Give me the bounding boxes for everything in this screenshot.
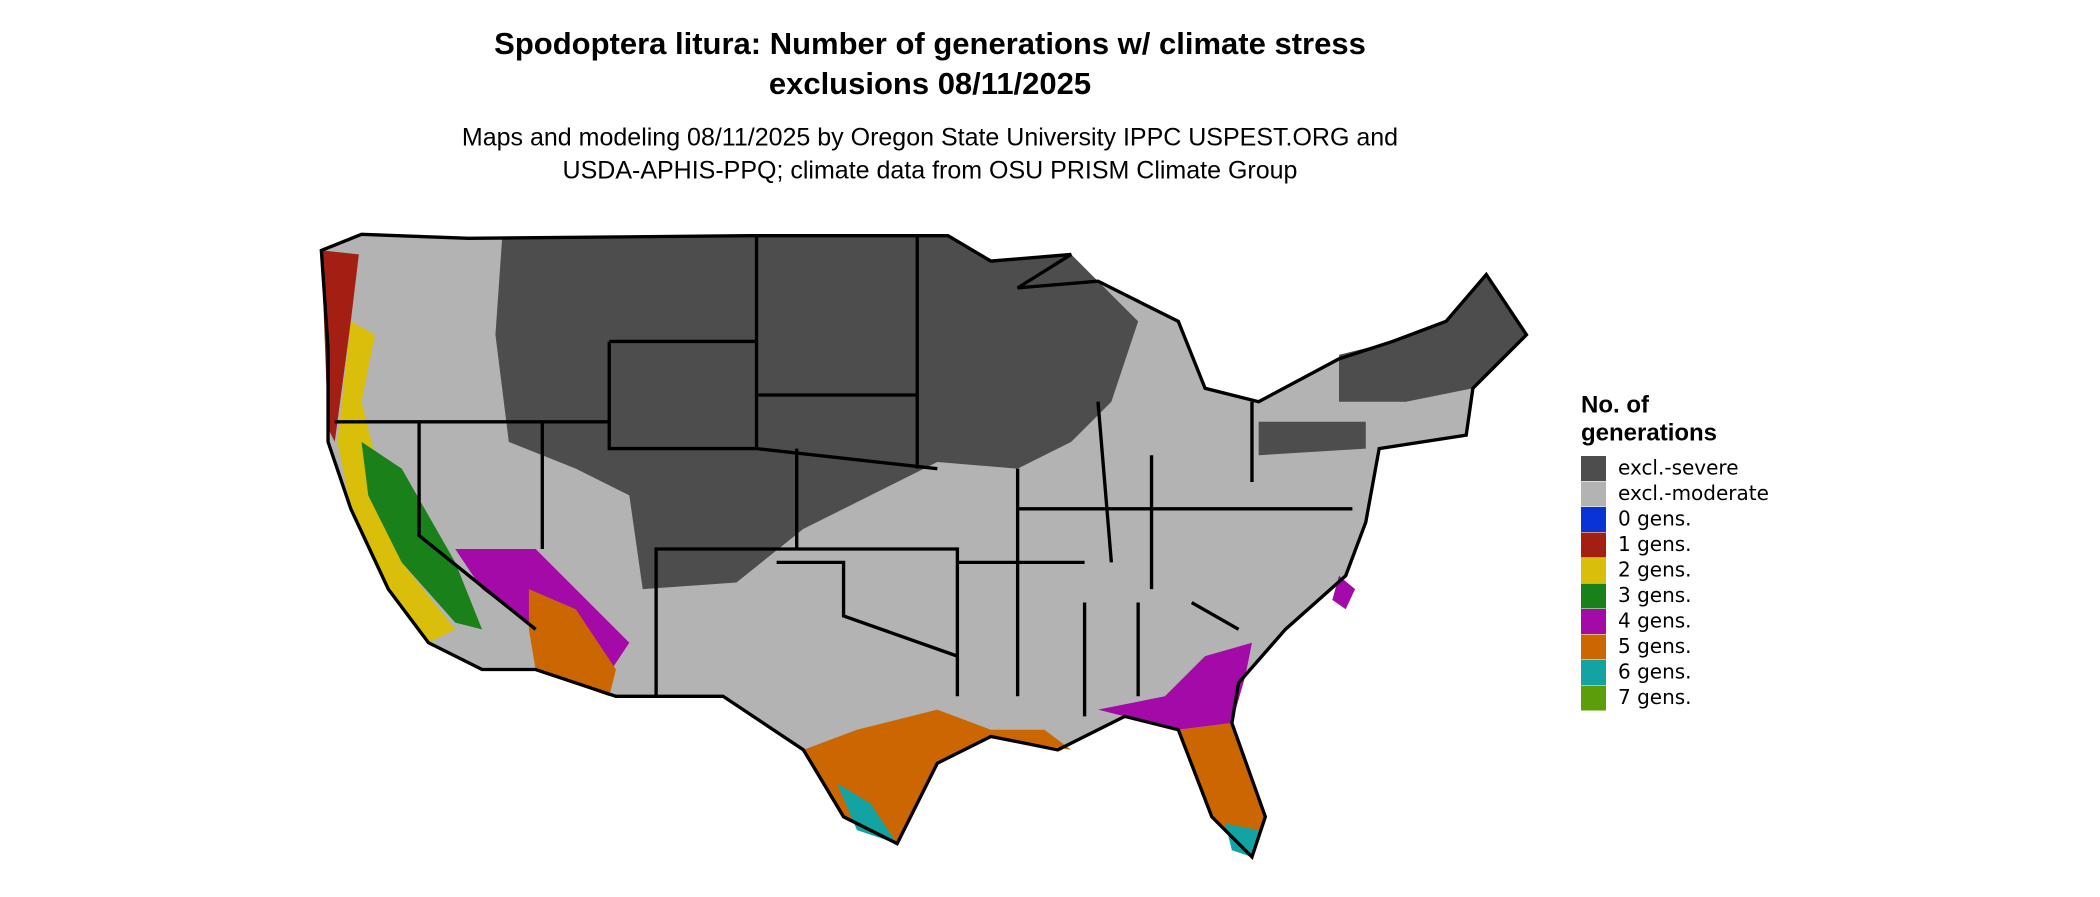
legend-label: 5 gens. — [1618, 634, 1692, 658]
legend-label: 1 gens. — [1618, 532, 1692, 556]
legend-swatch — [1581, 609, 1606, 634]
legend-label: 2 gens. — [1618, 558, 1692, 582]
state-borders — [319, 232, 1529, 861]
legend-label: excl.-moderate — [1618, 481, 1769, 505]
subtitle-line: Maps and modeling 08/11/2025 by Oregon S… — [462, 124, 1398, 152]
gens-region — [361, 441, 483, 630]
severe-exclusion-region — [1339, 274, 1527, 402]
gens-region — [836, 783, 898, 844]
legend-swatch — [1581, 456, 1606, 481]
us-map — [319, 232, 1529, 861]
legend-swatch — [1581, 634, 1606, 660]
severe-exclusion-region — [1258, 421, 1366, 456]
legend-label: 4 gens. — [1618, 609, 1692, 633]
legend-label: 0 gens. — [1618, 507, 1692, 531]
legend-label: 3 gens. — [1618, 583, 1692, 607]
gens-region — [321, 250, 359, 442]
severe-exclusion-region — [495, 235, 1139, 590]
title-line: Spodoptera litura: Number of generations… — [494, 26, 1366, 61]
legend-title: No. of — [1581, 391, 1650, 418]
legend-swatch — [1581, 583, 1606, 609]
gens-region — [337, 321, 456, 643]
legend-label: excl.-severe — [1618, 456, 1739, 480]
legend-label: 6 gens. — [1618, 660, 1692, 684]
legend-swatch — [1581, 481, 1606, 507]
legend-swatch — [1581, 507, 1606, 532]
legend-swatch — [1581, 532, 1606, 558]
gens-region — [1225, 823, 1259, 857]
subtitle-line: USDA-APHIS-PPQ; climate data from OSU PR… — [563, 157, 1298, 185]
legend-swatch — [1581, 660, 1606, 685]
legend-swatch — [1581, 685, 1606, 711]
legend-title: generations — [1581, 419, 1717, 446]
legend-swatch — [1581, 558, 1606, 583]
title-line: exclusions 08/11/2025 — [769, 66, 1091, 101]
gens-region — [528, 589, 616, 697]
legend-label: 7 gens. — [1618, 685, 1692, 709]
